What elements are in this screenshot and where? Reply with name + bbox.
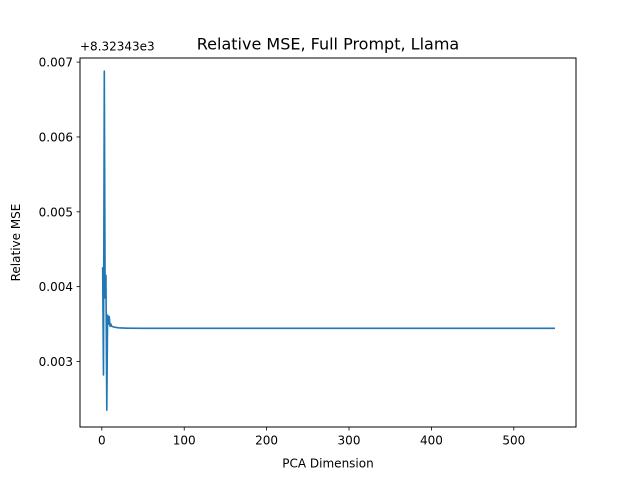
y-tick-label: 0.004 bbox=[39, 280, 73, 294]
x-tick-label: 100 bbox=[173, 434, 196, 448]
y-axis-ticks: 0.003 0.004 0.005 0.006 0.007 bbox=[39, 56, 80, 369]
x-tick-label: 500 bbox=[502, 434, 525, 448]
y-tick-label: 0.006 bbox=[39, 130, 73, 144]
y-tick-label: 0.003 bbox=[39, 355, 73, 369]
y-tick-label: 0.007 bbox=[39, 56, 73, 70]
x-axis-ticks: 0 100 200 300 400 500 bbox=[98, 427, 525, 448]
x-tick-label: 300 bbox=[338, 434, 361, 448]
series-line bbox=[101, 70, 555, 411]
y-tick-label: 0.005 bbox=[39, 205, 73, 219]
plot-frame bbox=[79, 57, 577, 428]
x-axis-label: PCA Dimension bbox=[282, 457, 373, 471]
x-tick-label: 0 bbox=[98, 434, 106, 448]
x-tick-label: 200 bbox=[255, 434, 278, 448]
series-layer bbox=[101, 70, 555, 411]
y-offset-label: +8.32343e3 bbox=[80, 40, 155, 54]
y-axis-label: Relative MSE bbox=[9, 204, 23, 282]
x-tick-label: 400 bbox=[420, 434, 443, 448]
chart-title: Relative MSE, Full Prompt, Llama bbox=[197, 35, 459, 54]
